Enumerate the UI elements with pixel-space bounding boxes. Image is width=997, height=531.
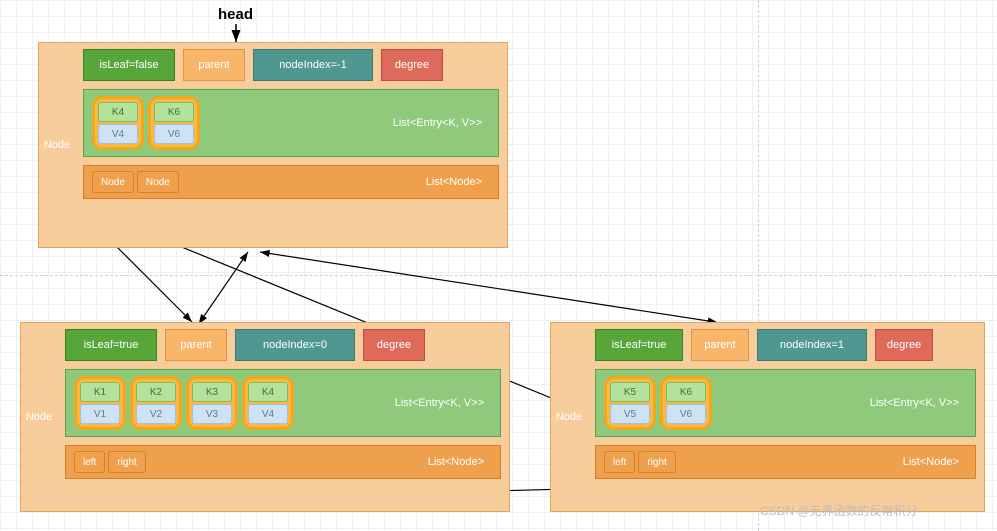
child-cell: Node <box>92 171 134 193</box>
nodeindex-cell: nodeIndex=0 <box>235 329 355 361</box>
entry-val: V3 <box>192 404 232 424</box>
entry-val: V5 <box>610 404 650 424</box>
head-label: head <box>218 6 253 23</box>
node-left: NodeisLeaf=trueparentnodeIndex=0degree K1… <box>20 322 510 512</box>
isleaf-cell: isLeaf=true <box>65 329 157 361</box>
node-side-label: Node <box>551 323 587 511</box>
entries-label: List<Entry<K, V>> <box>393 117 482 129</box>
parent-cell: parent <box>183 49 245 81</box>
entries-label: List<Entry<K, V>> <box>395 397 484 409</box>
children-label: List<Node> <box>426 176 482 188</box>
children-label: List<Node> <box>903 456 959 468</box>
node-root: NodeisLeaf=falseparentnodeIndex=-1degree… <box>38 42 508 248</box>
child-cell: Node <box>137 171 179 193</box>
entry: K5V5 <box>604 376 656 430</box>
nodeindex-cell: nodeIndex=-1 <box>253 49 373 81</box>
entry-key: K4 <box>98 102 138 122</box>
entry-key: K4 <box>248 382 288 402</box>
nodeindex-cell: nodeIndex=1 <box>757 329 867 361</box>
children-panel: NodeNode List<Node> <box>83 165 499 199</box>
child-cell: left <box>74 451 105 473</box>
entry: K1V1 <box>74 376 126 430</box>
watermark: CSDN @无界函数的反常积分 <box>760 502 918 519</box>
node-side-label: Node <box>39 43 75 247</box>
degree-cell: degree <box>381 49 443 81</box>
entry-val: V6 <box>666 404 706 424</box>
parent-cell: parent <box>691 329 749 361</box>
entry-key: K6 <box>666 382 706 402</box>
child-cell: right <box>108 451 145 473</box>
node-side-label: Node <box>21 323 57 511</box>
entry: K6V6 <box>660 376 712 430</box>
entries-panel: K1V1K2V2K3V3K4V4List<Entry<K, V>> <box>65 369 501 437</box>
entry: K4V4 <box>92 96 144 150</box>
child-cell: right <box>638 451 675 473</box>
entry-key: K3 <box>192 382 232 402</box>
entry: K4V4 <box>242 376 294 430</box>
entry-val: V4 <box>98 124 138 144</box>
children-panel: leftright List<Node> <box>595 445 976 479</box>
entry-val: V1 <box>80 404 120 424</box>
entry-key: K6 <box>154 102 194 122</box>
entry-val: V4 <box>248 404 288 424</box>
entry-val: V2 <box>136 404 176 424</box>
entry: K6V6 <box>148 96 200 150</box>
entry-key: K5 <box>610 382 650 402</box>
guide-h <box>0 275 997 276</box>
entry: K3V3 <box>186 376 238 430</box>
node-right: NodeisLeaf=trueparentnodeIndex=1degree K5… <box>550 322 985 512</box>
entries-panel: K4V4K6V6List<Entry<K, V>> <box>83 89 499 157</box>
degree-cell: degree <box>875 329 933 361</box>
children-panel: leftright List<Node> <box>65 445 501 479</box>
entry: K2V2 <box>130 376 182 430</box>
isleaf-cell: isLeaf=false <box>83 49 175 81</box>
parent-cell: parent <box>165 329 227 361</box>
entries-label: List<Entry<K, V>> <box>870 397 959 409</box>
child-cell: left <box>604 451 635 473</box>
entry-key: K2 <box>136 382 176 402</box>
entries-panel: K5V5K6V6List<Entry<K, V>> <box>595 369 976 437</box>
children-label: List<Node> <box>428 456 484 468</box>
entry-key: K1 <box>80 382 120 402</box>
entry-val: V6 <box>154 124 194 144</box>
degree-cell: degree <box>363 329 425 361</box>
isleaf-cell: isLeaf=true <box>595 329 683 361</box>
